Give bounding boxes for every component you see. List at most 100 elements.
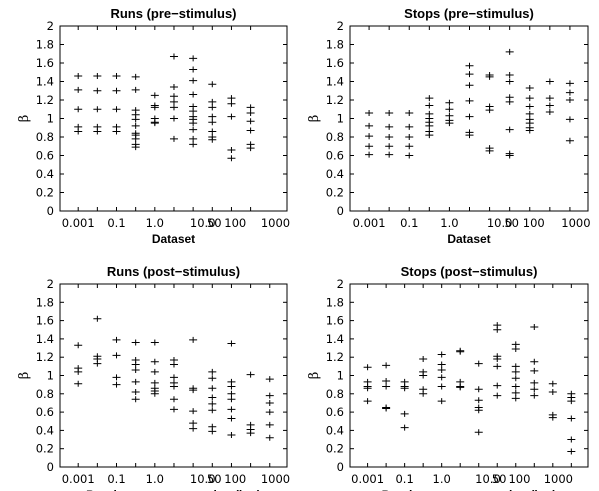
data-point: [365, 151, 374, 158]
y-tick-label: 0.2: [326, 186, 344, 200]
data-point: [131, 388, 140, 395]
data-point: [525, 103, 534, 110]
x-axis-label: Propionate concentration (log): [86, 488, 261, 491]
y-axis-label: β: [17, 372, 32, 380]
y-tick-label: 0.8: [36, 130, 54, 144]
axes-frame: [349, 25, 589, 212]
data-point: [169, 135, 178, 142]
data-point: [208, 400, 217, 407]
data-point: [530, 367, 539, 374]
y-tick-label: 0.4: [326, 423, 344, 437]
data-point: [93, 87, 102, 94]
data-point: [189, 91, 198, 98]
data-point: [227, 113, 236, 120]
data-point: [493, 392, 502, 399]
y-tick-label: 0.4: [36, 167, 54, 181]
data-point: [567, 436, 576, 443]
data-point: [265, 409, 274, 416]
data-point: [227, 155, 236, 162]
data-point: [382, 383, 391, 390]
y-tick-label: 0.8: [326, 387, 344, 401]
data-point: [112, 374, 121, 381]
y-tick-label: 0.2: [36, 442, 54, 456]
data-point: [131, 122, 140, 129]
y-tick-label: 0.2: [326, 442, 344, 456]
data-point: [474, 360, 483, 367]
data-point: [169, 104, 178, 111]
data-point: [227, 406, 236, 413]
data-point: [567, 415, 576, 422]
data-point: [485, 73, 494, 80]
data-point: [112, 352, 121, 359]
y-tick-label: 0.6: [326, 405, 344, 419]
data-point: [400, 424, 409, 431]
data-point: [208, 375, 217, 382]
data-point: [208, 81, 217, 88]
data-point: [189, 425, 198, 432]
data-point: [265, 392, 274, 399]
y-tick-label: 1.4: [326, 332, 344, 346]
data-point: [246, 430, 255, 437]
data-point: [169, 98, 178, 105]
y-tick-label: 2: [47, 277, 54, 291]
data-point: [189, 387, 198, 394]
data-point: [465, 62, 474, 69]
data-point: [93, 315, 102, 322]
x-tick-label: 1.0: [433, 472, 451, 486]
y-tick-label: 1.6: [36, 314, 54, 328]
data-point: [530, 392, 539, 399]
data-point: [425, 102, 434, 109]
x-tick-label: 100: [508, 472, 530, 486]
y-tick-label: 1.8: [326, 295, 344, 309]
data-point: [365, 133, 374, 140]
data-point: [511, 345, 520, 352]
data-point: [493, 363, 502, 370]
y-tick-label: 0.6: [326, 149, 344, 163]
data-point: [208, 407, 217, 414]
axes-frame: [349, 283, 589, 468]
data-point: [493, 356, 502, 363]
x-tick-label: 1.0: [146, 216, 164, 230]
data-point: [474, 386, 483, 393]
data-point: [208, 428, 217, 435]
data-point: [208, 119, 217, 126]
data-point: [382, 377, 391, 384]
x-tick-label: 1000: [561, 216, 590, 230]
data-point: [525, 84, 534, 91]
data-point: [530, 379, 539, 386]
data-point: [131, 367, 140, 374]
data-point: [169, 361, 178, 368]
data-point: [131, 144, 140, 151]
data-point: [227, 340, 236, 347]
y-tick-label: 0.8: [36, 387, 54, 401]
data-point: [525, 110, 534, 117]
data-point: [530, 358, 539, 365]
data-point: [456, 384, 465, 391]
data-point: [131, 135, 140, 142]
y-tick-label: 1.8: [36, 38, 54, 52]
data-point: [150, 390, 159, 397]
data-point: [385, 123, 394, 130]
x-axis-label: Propionate concentration (log): [382, 488, 557, 491]
data-point: [419, 356, 428, 363]
y-axis-label: β: [307, 115, 322, 123]
data-point: [265, 376, 274, 383]
data-point: [169, 84, 178, 91]
chart-title: Runs (pre−stimulus): [110, 6, 236, 21]
stops-pre-stimulus-panel: Stops (pre−stimulus) 0 0.2 0.4 0.6 0.8 1 1.2 1.4…: [307, 6, 591, 246]
data-point: [474, 397, 483, 404]
data-point: [419, 372, 428, 379]
data-point: [405, 123, 414, 130]
y-tick-label: 1: [47, 369, 54, 383]
data-point: [208, 385, 217, 392]
x-tick-label: 0.1: [107, 216, 125, 230]
data-point: [505, 78, 514, 85]
data-point: [246, 118, 255, 125]
data-point: [246, 104, 255, 111]
data-point: [208, 136, 217, 143]
data-point: [227, 100, 236, 107]
y-tick-label: 0.4: [326, 167, 344, 181]
data-point: [189, 77, 198, 84]
y-tick-label: 1.6: [36, 56, 54, 70]
data-point: [227, 415, 236, 422]
